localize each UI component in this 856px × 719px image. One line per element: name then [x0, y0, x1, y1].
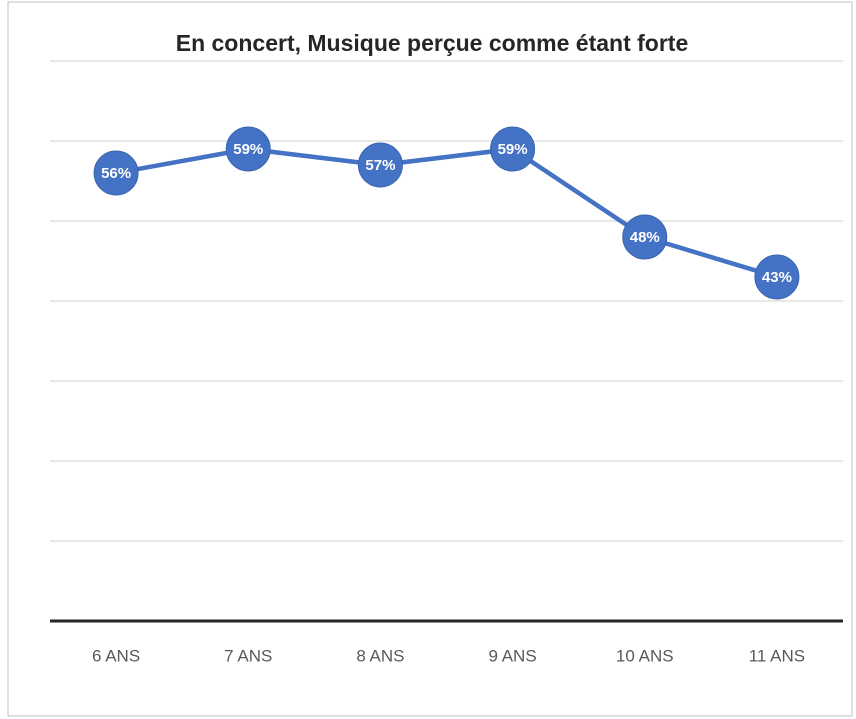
x-tick-label: 7 ANS [224, 646, 272, 665]
data-point [490, 126, 536, 172]
x-tick-label: 10 ANS [616, 646, 674, 665]
data-label: 59% [233, 141, 263, 158]
data-label: 59% [498, 141, 528, 158]
x-tick-label: 6 ANS [92, 646, 140, 665]
data-label: 57% [365, 157, 395, 174]
data-point [225, 126, 271, 172]
x-tick-label: 11 ANS [749, 646, 805, 665]
data-label: 56% [101, 165, 131, 182]
data-point [622, 214, 668, 260]
data-label: 48% [630, 229, 660, 246]
data-point [93, 150, 139, 196]
x-tick-label: 9 ANS [488, 646, 536, 665]
data-point [754, 254, 800, 300]
data-point [357, 142, 403, 188]
data-label: 43% [762, 269, 792, 286]
chart-title: En concert, Musique perçue comme étant f… [176, 30, 689, 56]
x-tick-label: 8 ANS [356, 646, 404, 665]
chart-frame [7, 1, 853, 717]
